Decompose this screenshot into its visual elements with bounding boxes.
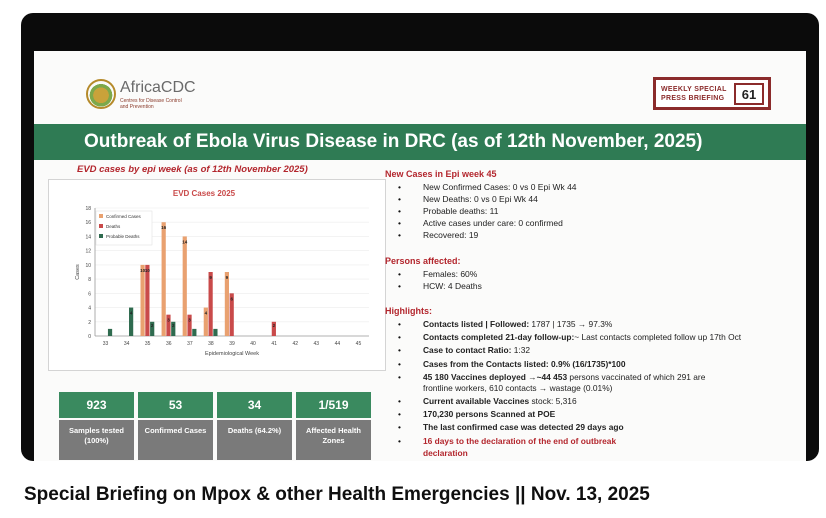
x-tick-label: 42 — [292, 341, 298, 347]
y-axis-label: Cases — [75, 264, 81, 280]
stat-value: 923 — [59, 392, 134, 418]
data-label: 4 — [205, 311, 208, 316]
logo-name: AfricaCDC — [120, 79, 196, 96]
bar — [182, 236, 187, 336]
bar — [140, 264, 145, 336]
y-tick-label: 6 — [88, 291, 91, 297]
data-label: 2 — [151, 323, 154, 328]
legend-item: Deaths — [106, 224, 121, 229]
evd-cases-chart: EVD Cases 2025 0 2 4 6 8 10 12 14 16 18 33 34 35 36 37 3… — [48, 179, 386, 371]
y-tick-label: 16 — [85, 220, 91, 226]
bar — [203, 307, 208, 336]
chart-title: EVD Cases 2025 — [173, 189, 236, 198]
x-tick-label: 37 — [187, 341, 193, 347]
y-tick-label: 12 — [85, 249, 91, 255]
persons-heading: Persons affected: — [385, 256, 461, 266]
x-tick-label: 40 — [250, 341, 256, 347]
legend-swatch — [99, 234, 103, 238]
data-label: 14 — [182, 239, 188, 244]
data-label: 10 — [140, 268, 146, 273]
logo-subtitle: Centres for Disease Control and Preventi… — [120, 98, 182, 110]
data-label: 6 — [230, 296, 233, 301]
y-tick-label: 8 — [88, 277, 91, 283]
data-label: 3 — [167, 318, 170, 323]
stat-value: 1/519 — [296, 392, 371, 418]
africacdc-emblem-icon — [86, 79, 116, 109]
x-tick-label: 44 — [335, 341, 341, 347]
stat-label: Samples tested (100%) — [59, 420, 134, 460]
video-title[interactable]: Special Briefing on Mpox & other Health … — [24, 484, 650, 505]
bar — [208, 272, 213, 336]
data-label: 3 — [188, 318, 191, 323]
new-cases-heading: New Cases in Epi week 45 — [385, 169, 497, 179]
bar — [187, 314, 192, 336]
x-tick-label: 43 — [314, 341, 320, 347]
bar — [213, 328, 218, 336]
y-tick-label: 10 — [85, 263, 91, 269]
legend-swatch — [99, 224, 103, 228]
legend-swatch — [99, 214, 103, 218]
data-label: 4 — [130, 311, 133, 316]
stat-deaths: 34 Deaths (64.2%) — [217, 392, 292, 460]
x-tick-label: 45 — [356, 341, 362, 347]
stat-value: 53 — [138, 392, 213, 418]
bar — [129, 307, 134, 336]
bar — [166, 314, 171, 336]
data-label: 2 — [273, 323, 276, 328]
x-tick-label: 38 — [208, 341, 214, 347]
data-label: 16 — [161, 225, 167, 230]
badge-number: 61 — [734, 83, 764, 105]
x-tick-label: 35 — [145, 341, 151, 347]
y-tick-label: 14 — [85, 234, 91, 240]
africacdc-logo: AfricaCDC Centres for Disease Control an… — [86, 79, 236, 113]
y-tick-label: 0 — [88, 334, 91, 340]
video-frame[interactable]: AfricaCDC Centres for Disease Control an… — [21, 13, 819, 461]
data-label: 9 — [226, 275, 229, 280]
slide: AfricaCDC Centres for Disease Control an… — [34, 51, 806, 461]
badge-text: WEEKLY SPECIAL PRESS BRIEFING — [661, 86, 727, 102]
x-tick-label: 41 — [271, 341, 277, 347]
y-tick-label: 2 — [88, 320, 91, 326]
bar — [107, 328, 113, 336]
bar — [229, 293, 234, 336]
x-tick-label: 34 — [124, 341, 130, 347]
stat-label: Deaths (64.2%) — [217, 420, 292, 460]
stat-health-zones: 1/519 Affected Health Zones — [296, 392, 371, 460]
x-tick-label: 39 — [229, 341, 235, 347]
data-label: 2 — [172, 323, 175, 328]
stat-confirmed: 53 Confirmed Cases — [138, 392, 213, 460]
legend-item: Probable Deaths — [106, 234, 140, 239]
slide-title: Outbreak of Ebola Virus Disease in DRC (… — [84, 131, 703, 152]
bar — [145, 264, 150, 336]
bar — [161, 222, 166, 336]
stat-samples: 923 Samples tested (100%) — [59, 392, 134, 460]
press-briefing-badge: WEEKLY SPECIAL PRESS BRIEFING 61 — [653, 77, 771, 110]
data-label: 10 — [145, 268, 151, 273]
legend-box — [95, 210, 153, 246]
bar — [192, 328, 197, 336]
stat-value: 34 — [217, 392, 292, 418]
bar — [224, 272, 229, 336]
stat-label: Confirmed Cases — [138, 420, 213, 460]
highlights-heading: Highlights: — [385, 306, 432, 316]
bar — [271, 321, 276, 336]
y-tick-label: 4 — [88, 306, 91, 312]
x-axis-label: Epidemiological Week — [205, 351, 259, 357]
legend-item: Confirmed Cases — [106, 214, 142, 219]
bar — [150, 321, 155, 336]
x-tick-label: 36 — [166, 341, 172, 347]
bar — [171, 321, 176, 336]
x-tick-label: 33 — [103, 341, 109, 347]
chart-heading: EVD cases by epi week (as of 12th Novemb… — [77, 164, 308, 175]
title-band: Outbreak of Ebola Virus Disease in DRC (… — [34, 124, 806, 160]
data-label: 9 — [209, 275, 212, 280]
stat-label: Affected Health Zones — [296, 420, 371, 460]
y-tick-label: 18 — [85, 206, 91, 212]
